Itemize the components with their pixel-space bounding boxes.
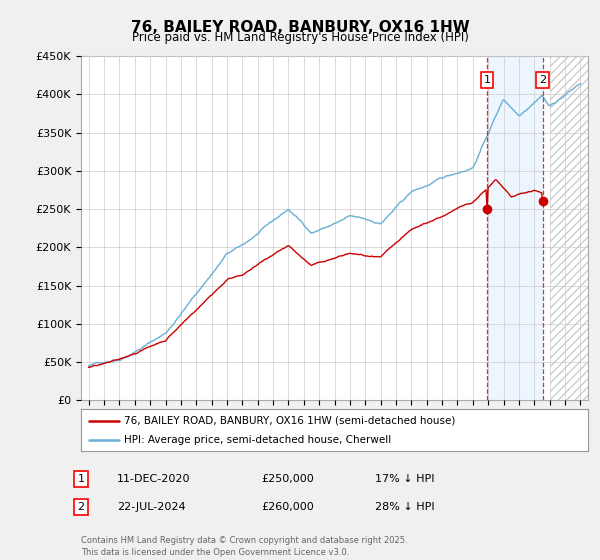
Text: HPI: Average price, semi-detached house, Cherwell: HPI: Average price, semi-detached house,… (124, 435, 391, 445)
Text: 76, BAILEY ROAD, BANBURY, OX16 1HW (semi-detached house): 76, BAILEY ROAD, BANBURY, OX16 1HW (semi… (124, 416, 455, 426)
Text: 2: 2 (539, 75, 546, 85)
Text: 17% ↓ HPI: 17% ↓ HPI (375, 474, 434, 484)
Text: £250,000: £250,000 (261, 474, 314, 484)
Text: Contains HM Land Registry data © Crown copyright and database right 2025.
This d: Contains HM Land Registry data © Crown c… (81, 536, 407, 557)
Text: Price paid vs. HM Land Registry's House Price Index (HPI): Price paid vs. HM Land Registry's House … (131, 31, 469, 44)
Text: 2: 2 (77, 502, 85, 512)
Text: 28% ↓ HPI: 28% ↓ HPI (375, 502, 434, 512)
Text: £260,000: £260,000 (261, 502, 314, 512)
Text: 76, BAILEY ROAD, BANBURY, OX16 1HW: 76, BAILEY ROAD, BANBURY, OX16 1HW (131, 20, 469, 35)
Text: 1: 1 (77, 474, 85, 484)
Bar (487, 56, 542, 400)
Bar (550, 56, 588, 400)
Text: 22-JUL-2024: 22-JUL-2024 (117, 502, 185, 512)
Text: 1: 1 (484, 75, 491, 85)
Text: 11-DEC-2020: 11-DEC-2020 (117, 474, 191, 484)
